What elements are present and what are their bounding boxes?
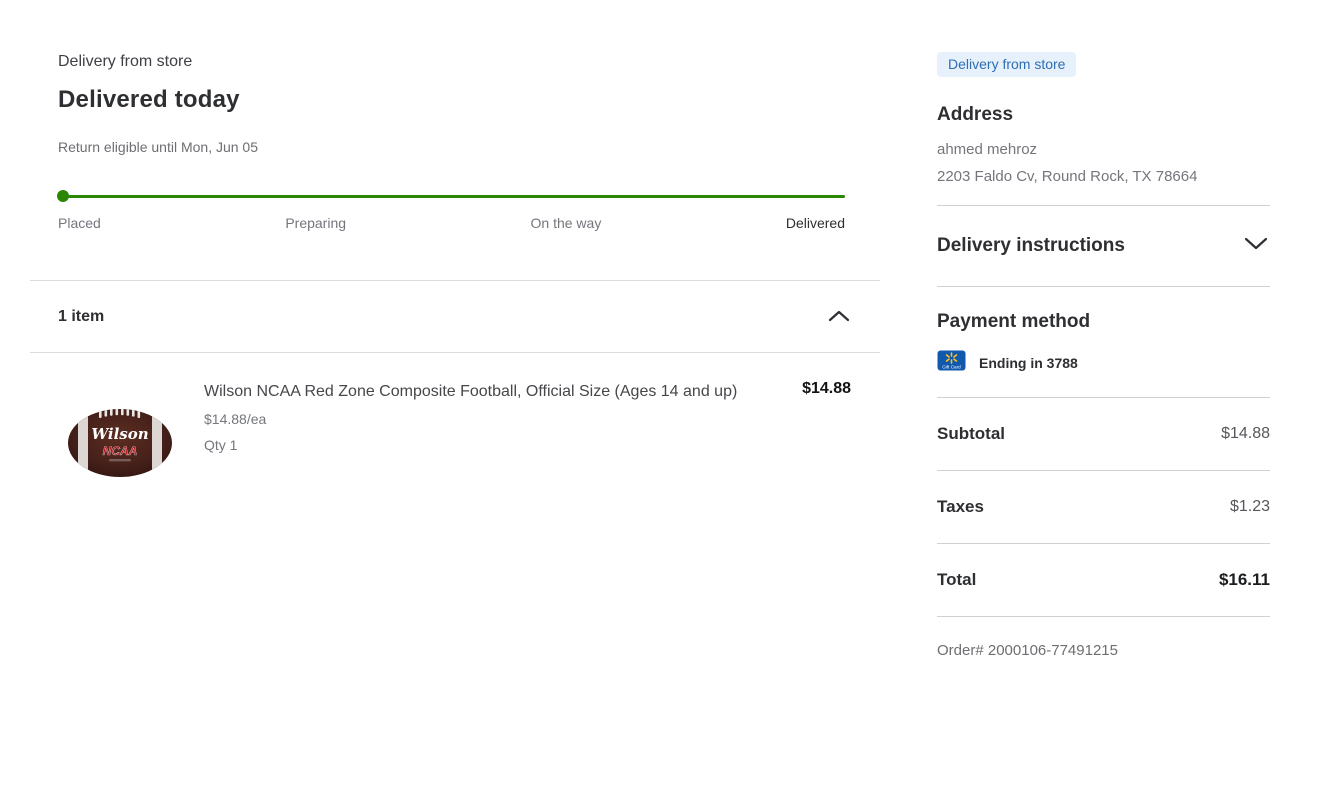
summary-row-taxes: Taxes $1.23 [937,471,1270,543]
delivery-instructions-accordion[interactable]: Delivery instructions [937,206,1270,286]
total-value: $16.11 [1218,570,1270,589]
progress-step-labels: Placed Preparing On the way Delivered [58,215,845,231]
chevron-down-icon[interactable] [1244,237,1268,256]
progress-start-dot [57,190,69,202]
subtotal-label: Subtotal [937,424,1005,443]
items-accordion-header[interactable]: 1 item [30,281,880,352]
gift-card-icon: Gift Card [937,350,966,376]
items-count-label: 1 item [58,307,105,325]
progress-bar [57,190,845,202]
chevron-up-icon [828,309,850,325]
gift-card-icon-label: Gift Card [942,365,961,370]
shipment-status-title: Delivered today [58,86,240,113]
progress-step-delivered: Delivered [785,215,845,231]
divider [937,397,1270,398]
divider [937,205,1270,206]
product-line-price: $14.88 [802,380,851,397]
product-title-link[interactable]: Wilson NCAA Red Zone Composite Football,… [204,383,738,400]
football-league-text: NCAA [103,444,138,458]
delivery-instructions-heading: Delivery instructions [937,235,1125,256]
address-street-line: 2203 Faldo Cv, Round Rock, TX 78664 [937,168,1198,185]
taxes-value: $1.23 [1229,498,1270,515]
divider [30,280,880,281]
progress-step-preparing: Preparing [285,215,347,231]
shipment-panel: Delivery from store Delivered today Retu… [30,0,880,489]
summary-row-subtotal: Subtotal $14.88 [937,398,1270,470]
address-heading: Address [937,104,1014,125]
order-number-text: Order# 2000106-77491215 [937,642,1118,659]
product-unit-price: $14.88/ea [204,411,267,427]
order-summary-panel: Delivery from store Address ahmed mehroz… [937,0,1270,659]
collapse-items-button[interactable] [828,309,850,325]
divider [937,616,1270,617]
payment-method-row: Gift Card Ending in 3788 [937,350,1270,376]
fulfillment-badge: Delivery from store [937,52,1077,77]
address-recipient-name: ahmed mehroz [937,141,1038,158]
football-brand-text: Wilson [91,425,148,443]
payment-method-text: Ending in 3788 [979,355,1078,371]
delivery-progress-tracker: Placed Preparing On the way Delivered [57,190,845,231]
divider [937,470,1270,471]
subtotal-value: $14.88 [1221,425,1270,442]
product-quantity: Qty 1 [204,437,238,453]
progress-step-ontheway: On the way [530,215,602,231]
progress-step-placed: Placed [58,215,101,231]
divider [937,543,1270,544]
product-image-football[interactable]: Wilson NCAA [65,393,175,489]
divider [30,352,880,353]
shipment-type-label: Delivery from store [58,53,193,70]
payment-method-heading: Payment method [937,311,1091,332]
divider [937,286,1270,287]
return-eligibility-text: Return eligible until Mon, Jun 05 [58,139,259,155]
summary-row-total: Total $16.11 [937,544,1270,616]
taxes-label: Taxes [937,497,984,516]
order-item-row: Wilson NCAA Wilson NCAA Red Zone Composi… [30,377,880,489]
total-label: Total [937,570,977,589]
